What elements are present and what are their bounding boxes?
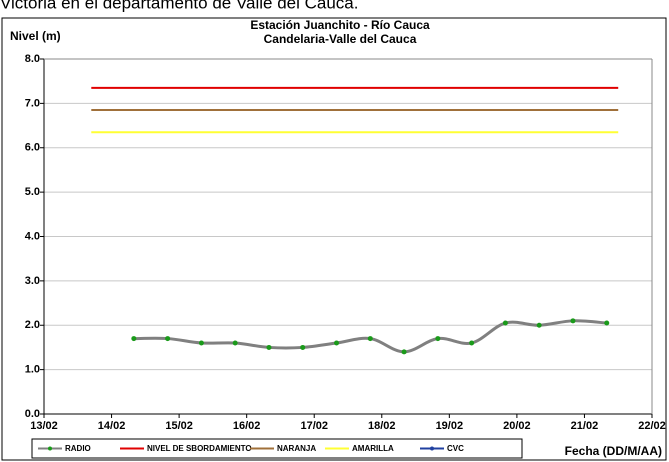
data-point xyxy=(469,340,475,346)
data-point xyxy=(502,320,508,326)
legend-label: NARANJA xyxy=(277,444,316,453)
y-tick-label: 0.0 xyxy=(25,408,40,420)
header: Victoria en el departamento de Valle del… xyxy=(0,0,359,12)
x-tick-label: 17/02 xyxy=(300,420,328,432)
data-point xyxy=(198,340,204,346)
data-point xyxy=(435,336,441,342)
x-tick-label: 13/02 xyxy=(30,420,58,432)
y-tick-label: 3.0 xyxy=(25,275,40,287)
legend-label: NIVEL DE SBORDAMIENTO xyxy=(147,444,252,453)
data-point xyxy=(570,318,576,324)
y-tick-label: 2.0 xyxy=(25,319,40,331)
data-point xyxy=(232,340,238,346)
x-tick-label: 15/02 xyxy=(165,420,193,432)
data-point xyxy=(266,344,272,350)
legend-label: AMARILLA xyxy=(352,444,394,453)
chart-frame xyxy=(1,17,667,461)
x-tick-label: 18/02 xyxy=(368,420,396,432)
x-axis-label: Fecha (DD/M/AA) xyxy=(565,444,662,458)
y-tick-label: 6.0 xyxy=(25,142,40,154)
data-point xyxy=(367,336,373,342)
y-tick-label: 8.0 xyxy=(25,53,40,65)
x-tick-label: 21/02 xyxy=(571,420,599,432)
chart-title: Estación Juanchito - Río Cauca xyxy=(250,18,430,32)
legend-label: RADIO xyxy=(65,444,91,453)
data-point xyxy=(604,320,610,326)
legend-marker xyxy=(48,446,52,451)
legend-marker xyxy=(430,446,434,451)
y-tick-label: 1.0 xyxy=(25,364,40,376)
x-tick-label: 14/02 xyxy=(98,420,126,432)
data-point xyxy=(536,322,542,328)
data-point xyxy=(334,340,340,346)
x-tick-label: 22/02 xyxy=(638,420,666,432)
y-axis-label: Nivel (m) xyxy=(10,29,61,43)
y-tick-label: 5.0 xyxy=(25,186,40,198)
data-point xyxy=(401,349,407,355)
x-tick-label: 19/02 xyxy=(436,420,464,432)
data-point xyxy=(131,336,137,342)
chart-subtitle: Candelaria-Valle del Cauca xyxy=(264,32,417,46)
x-tick-label: 20/02 xyxy=(503,420,531,432)
x-tick-label: 16/02 xyxy=(233,420,261,432)
data-point xyxy=(300,344,306,350)
y-tick-label: 7.0 xyxy=(25,97,40,109)
y-tick-label: 4.0 xyxy=(25,230,40,242)
legend-label: CVC xyxy=(447,444,464,453)
data-point xyxy=(165,336,171,342)
legend xyxy=(31,438,523,459)
